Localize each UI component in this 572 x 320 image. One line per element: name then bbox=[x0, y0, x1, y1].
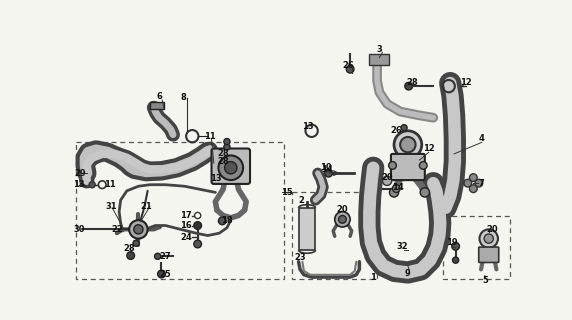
Circle shape bbox=[219, 156, 243, 180]
Text: 22: 22 bbox=[112, 225, 124, 234]
Text: 30: 30 bbox=[73, 225, 85, 234]
Text: 15: 15 bbox=[281, 188, 293, 197]
Circle shape bbox=[127, 252, 134, 260]
Text: 6: 6 bbox=[156, 92, 162, 101]
Text: 31: 31 bbox=[106, 202, 117, 211]
Circle shape bbox=[339, 215, 346, 223]
Circle shape bbox=[392, 185, 400, 192]
Text: 12: 12 bbox=[460, 78, 471, 87]
Circle shape bbox=[225, 162, 237, 174]
Text: 25: 25 bbox=[160, 269, 171, 278]
Circle shape bbox=[194, 212, 201, 219]
Text: 26: 26 bbox=[391, 126, 402, 135]
Text: 13: 13 bbox=[73, 180, 85, 189]
Text: 32: 32 bbox=[396, 242, 408, 251]
Text: 20: 20 bbox=[382, 173, 393, 182]
Circle shape bbox=[134, 225, 143, 234]
Text: 23: 23 bbox=[294, 253, 306, 262]
Text: 8: 8 bbox=[180, 93, 186, 102]
Text: 19: 19 bbox=[446, 238, 458, 247]
Text: 7: 7 bbox=[478, 179, 484, 188]
Circle shape bbox=[452, 257, 459, 263]
Circle shape bbox=[390, 188, 399, 197]
Text: 13: 13 bbox=[302, 123, 313, 132]
Circle shape bbox=[388, 162, 396, 169]
Text: 26: 26 bbox=[342, 61, 353, 70]
Circle shape bbox=[484, 234, 493, 243]
Text: 5: 5 bbox=[482, 276, 488, 285]
Bar bbox=[370, 54, 388, 65]
Bar bbox=[299, 208, 316, 250]
Text: 24: 24 bbox=[180, 233, 192, 242]
Circle shape bbox=[89, 182, 96, 188]
Circle shape bbox=[452, 243, 459, 250]
Text: 16: 16 bbox=[180, 221, 192, 230]
Circle shape bbox=[400, 137, 416, 152]
Circle shape bbox=[470, 174, 477, 181]
Circle shape bbox=[194, 240, 201, 248]
Circle shape bbox=[464, 179, 472, 187]
Circle shape bbox=[401, 124, 407, 131]
Text: 9: 9 bbox=[405, 269, 411, 278]
Circle shape bbox=[325, 169, 332, 177]
Circle shape bbox=[383, 176, 392, 186]
FancyBboxPatch shape bbox=[479, 247, 499, 262]
Text: 21: 21 bbox=[140, 202, 152, 211]
Text: 1: 1 bbox=[370, 273, 376, 282]
FancyBboxPatch shape bbox=[391, 154, 425, 180]
Circle shape bbox=[224, 144, 230, 150]
Text: 27: 27 bbox=[160, 252, 171, 261]
Circle shape bbox=[194, 222, 201, 229]
Text: 28: 28 bbox=[217, 149, 229, 158]
Circle shape bbox=[158, 270, 165, 278]
Text: 14: 14 bbox=[392, 182, 404, 191]
Text: 2: 2 bbox=[298, 196, 304, 204]
Circle shape bbox=[133, 240, 139, 246]
Text: 17: 17 bbox=[180, 211, 192, 220]
Circle shape bbox=[224, 139, 230, 145]
Circle shape bbox=[420, 188, 430, 197]
Text: 28: 28 bbox=[217, 157, 229, 166]
Circle shape bbox=[479, 229, 498, 248]
Text: 28: 28 bbox=[406, 78, 418, 87]
Text: 12: 12 bbox=[423, 144, 435, 153]
Circle shape bbox=[335, 212, 350, 227]
Text: 20: 20 bbox=[487, 225, 498, 234]
Text: 20: 20 bbox=[336, 205, 348, 214]
Text: 14: 14 bbox=[321, 165, 333, 174]
Text: 18: 18 bbox=[221, 216, 233, 225]
Text: 13: 13 bbox=[209, 174, 221, 183]
Text: 3: 3 bbox=[376, 45, 382, 54]
Text: 4: 4 bbox=[478, 134, 484, 143]
Circle shape bbox=[154, 253, 161, 260]
Circle shape bbox=[419, 162, 427, 169]
Text: 28: 28 bbox=[124, 244, 135, 253]
Text: 29: 29 bbox=[75, 169, 86, 179]
Circle shape bbox=[129, 220, 148, 239]
FancyArrowPatch shape bbox=[333, 171, 338, 175]
Circle shape bbox=[394, 131, 422, 158]
Text: 11: 11 bbox=[204, 132, 216, 141]
Circle shape bbox=[405, 82, 412, 90]
Bar bbox=[150, 101, 164, 109]
Text: 10: 10 bbox=[320, 163, 331, 172]
FancyBboxPatch shape bbox=[212, 148, 250, 184]
Circle shape bbox=[346, 65, 354, 73]
Circle shape bbox=[475, 179, 483, 187]
Text: 11: 11 bbox=[104, 180, 116, 189]
Circle shape bbox=[219, 217, 226, 225]
Circle shape bbox=[470, 185, 477, 193]
